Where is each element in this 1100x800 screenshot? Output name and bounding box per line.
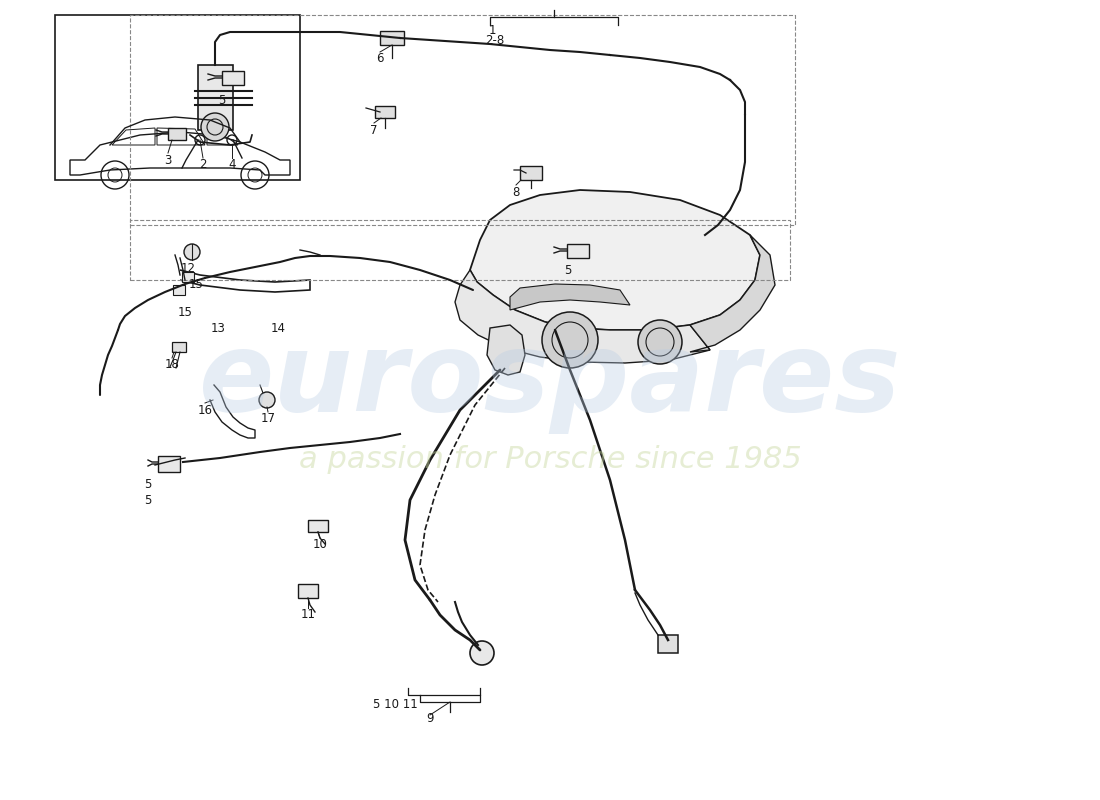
Text: 5: 5 — [564, 263, 572, 277]
Text: 4: 4 — [229, 158, 235, 171]
Circle shape — [470, 641, 494, 665]
Text: 6: 6 — [376, 51, 384, 65]
Text: a passion for Porsche since 1985: a passion for Porsche since 1985 — [298, 446, 802, 474]
Text: eurospares: eurospares — [199, 326, 901, 434]
Text: 9: 9 — [427, 711, 433, 725]
Text: 10: 10 — [312, 538, 328, 551]
Text: 2: 2 — [199, 158, 207, 171]
Circle shape — [258, 392, 275, 408]
Text: 15: 15 — [188, 278, 204, 291]
Circle shape — [638, 320, 682, 364]
Text: 15: 15 — [177, 306, 192, 318]
Bar — [173, 285, 185, 295]
Text: 8: 8 — [513, 186, 519, 198]
Text: 5: 5 — [144, 478, 152, 491]
Bar — [308, 520, 328, 532]
Circle shape — [184, 244, 200, 260]
Bar — [168, 128, 186, 140]
Bar — [566, 244, 588, 258]
Circle shape — [201, 113, 229, 141]
Polygon shape — [690, 235, 776, 352]
Text: 3: 3 — [164, 154, 172, 166]
Bar — [375, 106, 395, 118]
Bar — [198, 65, 233, 130]
Bar — [658, 635, 678, 653]
Polygon shape — [487, 325, 525, 375]
Bar — [379, 31, 404, 45]
Text: 13: 13 — [210, 322, 225, 334]
Text: 18: 18 — [165, 358, 179, 371]
Text: 2-8: 2-8 — [485, 34, 505, 46]
Text: 1: 1 — [488, 23, 496, 37]
Text: 5: 5 — [218, 94, 226, 106]
Text: 11: 11 — [300, 609, 316, 622]
Bar — [520, 166, 542, 180]
Bar — [182, 272, 194, 282]
Polygon shape — [470, 190, 760, 330]
Polygon shape — [510, 284, 630, 310]
Text: 17: 17 — [261, 411, 275, 425]
Circle shape — [542, 312, 598, 368]
Text: 5 10 11: 5 10 11 — [373, 698, 417, 711]
Text: 12: 12 — [180, 262, 196, 274]
Bar — [298, 584, 318, 598]
Bar — [55, 15, 300, 180]
Bar — [222, 71, 244, 85]
Text: 14: 14 — [271, 322, 286, 334]
Bar — [172, 342, 186, 352]
Text: 7: 7 — [371, 123, 377, 137]
Text: 5: 5 — [144, 494, 152, 506]
Text: 16: 16 — [198, 403, 212, 417]
Bar — [158, 456, 180, 472]
Polygon shape — [455, 270, 710, 363]
